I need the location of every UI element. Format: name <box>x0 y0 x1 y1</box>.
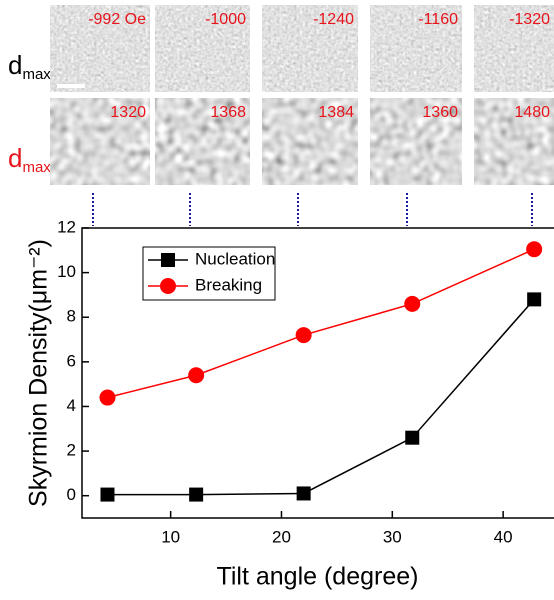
y-tick-label: 6 <box>67 351 76 370</box>
field-label: 1320 <box>110 104 146 121</box>
row-label-base: d <box>8 143 22 173</box>
field-label: 1384 <box>318 104 354 121</box>
row-label: dmax1 <box>8 50 59 83</box>
marker <box>100 487 115 502</box>
y-tick-label: 4 <box>67 396 76 415</box>
marker <box>404 295 421 312</box>
plot-area <box>99 241 543 502</box>
row-label-sub: max1 <box>22 66 59 83</box>
legend-marker <box>160 278 176 294</box>
micrograph <box>474 5 554 92</box>
field-label: -1240 <box>313 11 354 28</box>
field-label: 1480 <box>514 104 550 121</box>
marker <box>295 327 312 344</box>
legend-marker <box>161 253 175 267</box>
marker <box>527 292 542 307</box>
marker <box>188 367 205 384</box>
micrograph <box>50 98 150 185</box>
x-tick-label: 30 <box>383 527 402 546</box>
y-tick-label: 0 <box>67 485 76 504</box>
micrograph <box>50 5 150 92</box>
y-tick-label: 8 <box>67 307 76 326</box>
scale-bar <box>57 84 85 88</box>
marker <box>405 430 420 445</box>
micrograph <box>370 98 462 185</box>
legend-label: Breaking <box>195 275 262 294</box>
field-label: -1160 <box>418 11 458 28</box>
micrograph <box>370 5 462 92</box>
field-label: -1320 <box>509 11 550 28</box>
x-tick-label: 10 <box>161 527 180 546</box>
x-tick-label: 20 <box>272 527 291 546</box>
micrograph <box>262 5 358 92</box>
micrograph <box>262 98 358 185</box>
x-tick-label: 40 <box>494 527 513 546</box>
field-label: 1368 <box>210 104 246 121</box>
field-label: -1000 <box>205 11 246 28</box>
micrograph <box>155 5 250 92</box>
row-label-base: d <box>8 50 22 80</box>
legend-label: Nucleation <box>195 249 275 268</box>
field-label: 1360 <box>422 104 458 121</box>
row-label-sub: max2 <box>22 159 59 176</box>
field-label: -992 Oe <box>88 11 146 28</box>
micrograph <box>155 98 250 185</box>
row-label: dmax2 <box>8 143 59 176</box>
marker <box>296 486 311 501</box>
y-tick-label: 12 <box>57 217 76 236</box>
marker <box>526 241 543 258</box>
micrograph <box>474 98 554 185</box>
y-axis-label: Skyrmion Density(μm⁻²) <box>25 239 53 507</box>
x-axis-label: Tilt angle (degree) <box>217 563 419 591</box>
y-tick-label: 10 <box>57 262 76 281</box>
y-tick-label: 2 <box>67 441 76 460</box>
series-line <box>107 298 535 496</box>
marker <box>189 487 204 502</box>
marker <box>99 389 116 406</box>
plot-frame <box>81 227 554 519</box>
